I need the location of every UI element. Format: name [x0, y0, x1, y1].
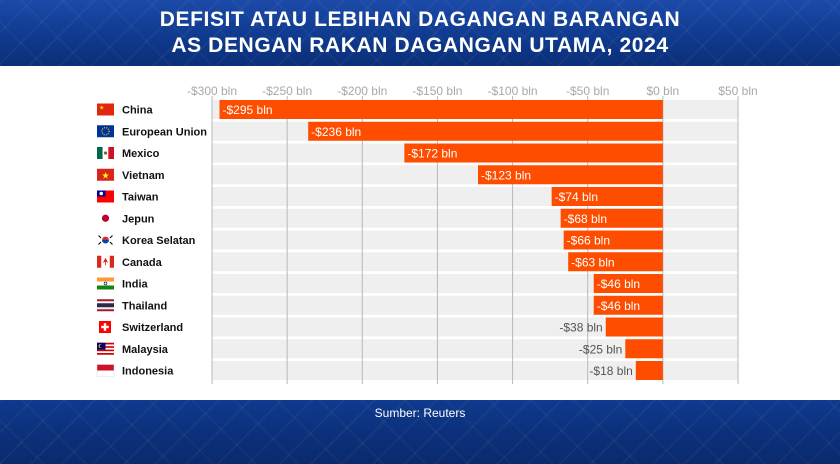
india-flag-icon: [97, 277, 114, 290]
footer-banner: Sumber: Reuters: [0, 400, 840, 464]
bar: [560, 208, 663, 228]
x-tick-label: -$100 bln: [488, 84, 538, 98]
data-label: -$74 bln: [555, 190, 598, 204]
bar: [635, 361, 663, 380]
data-label: -$236 bln: [311, 125, 361, 139]
category-label: Vietnam: [122, 170, 165, 182]
data-label: -$25 bln: [579, 342, 622, 356]
x-tick-label: $0 bln: [647, 84, 680, 98]
category-label: Malaysia: [122, 344, 169, 356]
source-note: Sumber: Reuters: [374, 406, 466, 420]
bar: [593, 274, 663, 293]
bar: [478, 165, 663, 185]
taiwan-flag-icon: [97, 190, 114, 203]
svg-text:★: ★: [101, 170, 109, 180]
x-tick-label: -$50 bln: [566, 84, 609, 98]
data-label: -$172 bln: [407, 147, 457, 161]
data-label: -$66 bln: [567, 234, 610, 248]
x-tick-label: $50 bln: [718, 84, 757, 98]
category-label: Mexico: [122, 148, 160, 160]
data-label: -$123 bln: [481, 168, 531, 182]
category-label: Taiwan: [122, 192, 159, 204]
bar: [593, 295, 663, 315]
bar: [404, 143, 663, 163]
mexico-flag-icon: [97, 147, 114, 159]
bar: [625, 339, 663, 359]
data-label: -$46 bln: [597, 299, 640, 313]
china-flag-icon: ★: [97, 103, 114, 116]
vietnam-flag-icon: ★: [97, 168, 114, 181]
category-label: China: [122, 105, 153, 117]
data-label: -$38 bln: [559, 321, 602, 335]
bar: [568, 252, 663, 272]
bar: [563, 230, 663, 250]
data-label: -$46 bln: [597, 277, 640, 291]
data-label: -$68 bln: [564, 212, 607, 226]
switzerland-flag-icon: [99, 321, 111, 333]
eu-flag-icon: [97, 125, 114, 138]
bar: [605, 317, 663, 337]
thailand-flag-icon: [97, 299, 114, 312]
japan-flag-icon: [97, 212, 114, 225]
row-band: [212, 339, 738, 359]
x-tick-label: -$150 bln: [412, 84, 462, 98]
indonesia-flag-icon: [96, 364, 115, 377]
bar: [308, 121, 663, 141]
malaysia-flag-icon: [97, 342, 114, 355]
bar: [219, 100, 663, 119]
x-tick-label: -$200 bln: [337, 84, 387, 98]
chart-title-line-1: DEFISIT ATAU LEBIHAN DAGANGAN BARANGAN: [159, 8, 681, 31]
svg-text:★: ★: [99, 105, 104, 112]
data-label: -$63 bln: [571, 255, 614, 269]
canada-flag-icon: [97, 255, 114, 268]
bar-chart: -$300 bln -$250 bln -$200 bln -$150 bln -$10…: [96, 84, 758, 384]
row-band: [212, 361, 738, 380]
category-label: Indonesia: [122, 366, 174, 378]
category-label: Canada: [122, 257, 163, 269]
x-tick-label: -$300 bln: [187, 84, 237, 98]
header-banner: DEFISIT ATAU LEBIHAN DAGANGAN BARANGAN A…: [0, 0, 840, 66]
x-tick-label: -$250 bln: [262, 84, 312, 98]
category-label: Switzerland: [122, 322, 183, 334]
south-korea-flag-icon: [97, 234, 114, 246]
chart-title-line-2: AS DENGAN RAKAN DAGANGAN UTAMA, 2024: [171, 34, 669, 57]
category-label: Thailand: [122, 300, 167, 312]
data-label: -$295 bln: [223, 103, 273, 117]
category-label: European Union: [122, 126, 207, 138]
category-label: Jepun: [122, 213, 155, 225]
data-label: -$18 bln: [589, 364, 632, 378]
category-label: Korea Selatan: [122, 235, 196, 247]
category-label: India: [122, 279, 149, 291]
bar: [551, 187, 663, 206]
